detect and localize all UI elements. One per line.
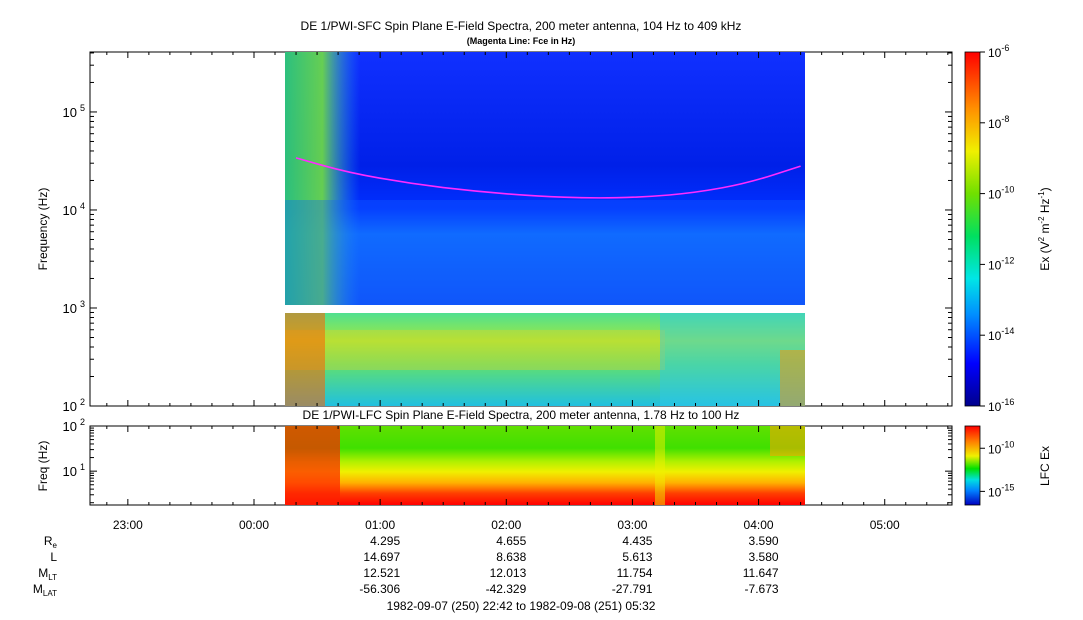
fce-overlay-line [295, 157, 801, 199]
ephemeris-row-label: Re [44, 534, 58, 550]
ephemeris-value: -56.306 [359, 582, 400, 596]
ephemeris-value: 12.013 [490, 566, 527, 580]
lfc-colorbar-tick-label: 10-15 [988, 482, 1014, 499]
ephemeris-value: 11.647 [743, 566, 779, 580]
sfc-colorbar-tick-label: 10-16 [988, 397, 1014, 414]
sfc-subtitle: (Magenta Line: Fce in Hz) [467, 36, 576, 46]
ephemeris-value: 11.754 [617, 566, 653, 580]
ephemeris-value: 12.521 [363, 566, 400, 580]
sfc-y-tick-label: 10 5 [63, 103, 85, 120]
ephemeris-value: 8.638 [496, 550, 526, 564]
ephemeris-value: 5.613 [622, 550, 652, 564]
lfc-colorbar-tick-label: 10-10 [988, 439, 1014, 456]
ephemeris-table: Re 4.295 4.655 4.435 3.590 L 14.697 8.638 5.613 3… [33, 534, 779, 598]
sfc-y-tick-label: 10 2 [63, 397, 85, 414]
ephemeris-row-label: MLAT [33, 582, 57, 598]
time-tick-label: 02:00 [491, 518, 521, 532]
sfc-spectrogram [285, 52, 805, 406]
ephemeris-value: -42.329 [486, 582, 527, 596]
sfc-y-tick-label: 10 4 [63, 201, 85, 218]
sfc-colorbar-bar [964, 51, 981, 407]
lfc-colorbar: 10-10 10-15 LFC Ex [964, 425, 1052, 506]
lfc-colorbar-label: LFC Ex [1038, 446, 1052, 486]
time-range-footer: 1982-09-07 (250) 22:42 to 1982-09-08 (25… [387, 599, 656, 613]
ephemeris-value: 4.655 [496, 534, 526, 548]
sfc-title: DE 1/PWI-SFC Spin Plane E-Field Spectra,… [301, 19, 742, 33]
time-axis: 23:00 00:00 01:00 02:00 03:00 04:00 05:00 [106, 52, 949, 532]
ephemeris-value: -27.791 [612, 582, 653, 596]
sfc-colorbar-ticks: 10-6 10-8 10-10 10-12 10-14 10-16 [980, 43, 1014, 414]
time-tick-label: 01:00 [365, 518, 395, 532]
time-tick-label: 03:00 [617, 518, 647, 532]
sfc-colorbar: 10-6 10-8 10-10 10-12 10-14 10-16 Ex (V2 m-2 … [964, 43, 1052, 414]
lfc-colorbar-ticks: 10-10 10-15 [980, 439, 1014, 499]
lfc-title: DE 1/PWI-LFC Spin Plane E-Field Spectra,… [303, 408, 740, 422]
sfc-colorbar-tick-label: 10-10 [988, 185, 1014, 202]
lfc-ylabel: Freq (Hz) [36, 441, 50, 492]
sfc-y-tick-label: 10 3 [63, 299, 85, 316]
ephemeris-value: 4.435 [622, 534, 652, 548]
ephemeris-value: 3.580 [749, 550, 779, 564]
lfc-colorbar-bar [964, 425, 981, 506]
time-tick-label: 05:00 [870, 518, 900, 532]
sfc-ylabel: Frequency (Hz) [36, 188, 50, 271]
time-tick-label: 23:00 [113, 518, 143, 532]
time-tick-label: 04:00 [744, 518, 774, 532]
lfc-y-tick-label: 10 1 [63, 462, 85, 479]
sfc-colorbar-label: Ex (V2 m-2 Hz-1) [1037, 187, 1052, 270]
lfc-spectrogram [285, 426, 805, 505]
time-tick-label: 00:00 [239, 518, 269, 532]
ephemeris-value: 14.697 [363, 550, 400, 564]
ephemeris-value: -7.673 [745, 582, 779, 596]
sfc-colorbar-tick-label: 10-12 [988, 255, 1014, 272]
ephemeris-row-label: MLT [38, 566, 57, 582]
ephemeris-row-label: L [50, 550, 57, 564]
lfc-y-tick-label: 10 2 [63, 417, 85, 434]
sfc-colorbar-tick-label: 10-6 [988, 43, 1009, 60]
ephemeris-value: 3.590 [749, 534, 779, 548]
ephemeris-value: 4.295 [370, 534, 400, 548]
sfc-colorbar-tick-label: 10-14 [988, 326, 1014, 343]
sfc-colorbar-tick-label: 10-8 [988, 114, 1009, 131]
